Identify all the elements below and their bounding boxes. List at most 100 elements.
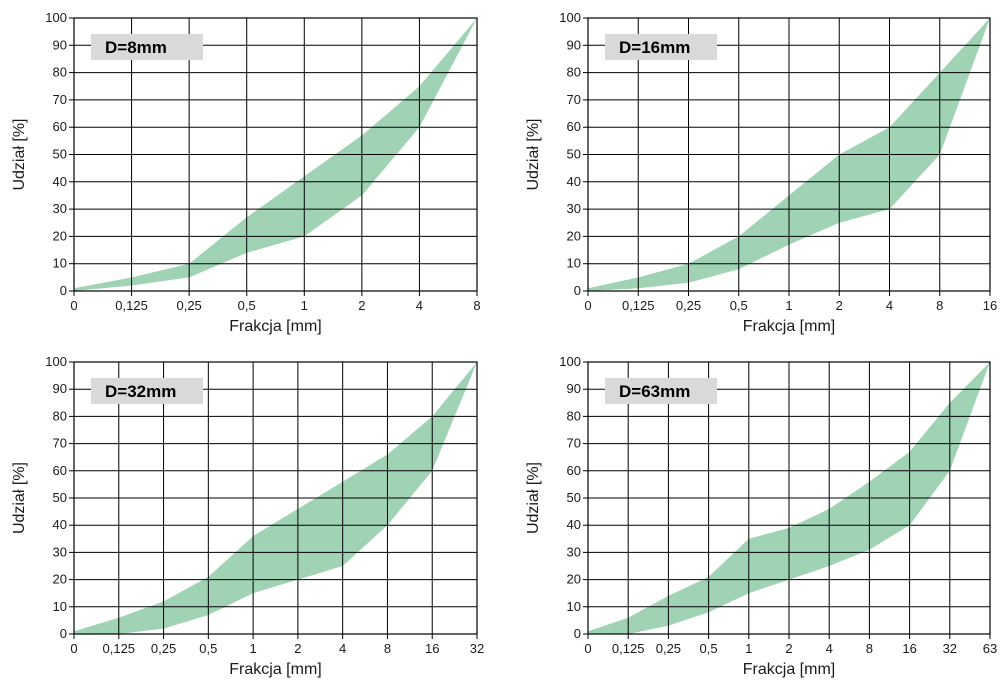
y-tick-label: 0: [60, 626, 67, 641]
y-tick-label: 80: [567, 65, 581, 80]
y-tick-label: 100: [45, 354, 67, 369]
x-tick-label: 63: [983, 641, 997, 656]
x-tick-label: 2: [785, 641, 792, 656]
y-tick-label: 90: [53, 37, 67, 52]
y-tick-label: 70: [53, 436, 67, 451]
x-tick-label: 0,125: [612, 641, 645, 656]
tag-label: D=16mm: [619, 38, 690, 57]
y-tick-label: 10: [53, 256, 67, 271]
x-axis-title: Frakcja [mm]: [743, 661, 835, 678]
y-tick-label: 100: [559, 10, 581, 25]
y-tick-label: 70: [53, 92, 67, 107]
x-tick-label: 8: [936, 298, 943, 313]
y-tick-label: 90: [567, 37, 581, 52]
x-tick-label: 0,125: [103, 641, 136, 656]
y-tick-label: 40: [53, 517, 67, 532]
x-tick-label: 0,5: [700, 641, 718, 656]
y-tick-label: 90: [567, 381, 581, 396]
y-tick-label: 30: [53, 201, 67, 216]
x-tick-label: 32: [943, 641, 957, 656]
x-tick-label: 2: [358, 298, 365, 313]
x-tick-label: 8: [866, 641, 873, 656]
x-tick-label: 0: [584, 298, 591, 313]
plot-frame: [73, 17, 478, 292]
y-tick-label: 0: [574, 283, 581, 298]
y-tick-label: 50: [53, 490, 67, 505]
x-tick-label: 8: [473, 298, 480, 313]
plot-frame: [587, 361, 991, 635]
y-tick-label: 20: [53, 228, 67, 243]
x-tick-label: 0: [70, 641, 77, 656]
y-tick-label: 20: [567, 572, 581, 587]
x-tick-label: 16: [983, 298, 997, 313]
y-tick-label: 40: [567, 174, 581, 189]
y-tick-label: 30: [567, 544, 581, 559]
x-tick-label: 0,25: [151, 641, 176, 656]
y-tick-label: 100: [559, 354, 581, 369]
x-tick-label: 2: [294, 641, 301, 656]
x-axis-title: Frakcja [mm]: [229, 318, 321, 335]
x-tick-label: 4: [339, 641, 346, 656]
y-tick-label: 20: [567, 228, 581, 243]
tag-box: [605, 34, 717, 60]
chart-panel-4: 0 10 20 30 40 50 60 70 80 90 100 0 0,125 0,25 0,5 1 2 4 8 1…: [525, 354, 997, 678]
x-tick-label: 1: [745, 641, 752, 656]
y-tick-label: 30: [567, 201, 581, 216]
y-axis-title: Udział [%]: [11, 462, 28, 534]
x-tick-label: 16: [425, 641, 439, 656]
y-tick-label: 40: [567, 517, 581, 532]
x-axis-title: Frakcja [mm]: [743, 318, 835, 335]
y-tick-label: 60: [53, 463, 67, 478]
x-tick-label: 0,25: [656, 641, 681, 656]
x-tick-label: 8: [384, 641, 391, 656]
y-tick-label: 80: [567, 408, 581, 423]
x-tick-label: 0,125: [622, 298, 655, 313]
y-tick-label: 0: [60, 283, 67, 298]
y-tick-label: 30: [53, 544, 67, 559]
x-tick-label: 4: [826, 641, 833, 656]
tag-label: D=8mm: [105, 38, 167, 57]
x-tick-label: 1: [301, 298, 308, 313]
x-tick-label: 0,5: [238, 298, 256, 313]
x-tick-label: 0,125: [115, 298, 148, 313]
tag-box: [91, 378, 203, 404]
y-tick-label: 50: [567, 490, 581, 505]
y-tick-label: 60: [567, 463, 581, 478]
x-axis-title: Frakcja [mm]: [229, 661, 321, 678]
x-tick-label: 16: [902, 641, 916, 656]
y-tick-label: 90: [53, 381, 67, 396]
y-tick-label: 0: [574, 626, 581, 641]
plot-frame: [73, 361, 478, 635]
chart-panel-3: 0 10 20 30 40 50 60 70 80 90 100 0 0,125 0,25 0,5 1 2 4 8 1…: [11, 354, 484, 678]
x-tick-label: 4: [416, 298, 423, 313]
plot-frame: [587, 17, 991, 292]
y-tick-label: 20: [53, 572, 67, 587]
y-axis-title: Udział [%]: [11, 118, 28, 190]
y-tick-label: 10: [567, 256, 581, 271]
y-tick-label: 60: [53, 119, 67, 134]
x-tick-label: 4: [886, 298, 893, 313]
y-tick-label: 100: [45, 10, 67, 25]
chart-panel-1: 0 10 20 30 40 50 60 70 80 90 100 0 0,125 0,25 0,5 1 2 4 8 F…: [11, 10, 481, 335]
x-tick-label: 1: [249, 641, 256, 656]
y-tick-label: 60: [567, 119, 581, 134]
y-tick-label: 50: [567, 147, 581, 162]
tag-box: [91, 34, 203, 60]
tag-box: [605, 378, 717, 404]
y-axis-title: Udział [%]: [525, 462, 542, 534]
x-tick-label: 1: [785, 298, 792, 313]
tag-label: D=32mm: [105, 382, 176, 401]
y-tick-label: 10: [567, 599, 581, 614]
y-tick-label: 70: [567, 436, 581, 451]
x-tick-label: 0: [70, 298, 77, 313]
y-tick-label: 70: [567, 92, 581, 107]
x-tick-label: 32: [470, 641, 484, 656]
chart-panel-2: 0 10 20 30 40 50 60 70 80 90 100 0 0,125 0,25 0,5 1 2 4 8 1…: [525, 10, 997, 335]
x-tick-label: 0,25: [676, 298, 701, 313]
y-tick-label: 40: [53, 174, 67, 189]
y-axis-title: Udział [%]: [525, 118, 542, 190]
x-tick-label: 0: [584, 641, 591, 656]
x-tick-label: 0,5: [730, 298, 748, 313]
y-tick-label: 80: [53, 408, 67, 423]
